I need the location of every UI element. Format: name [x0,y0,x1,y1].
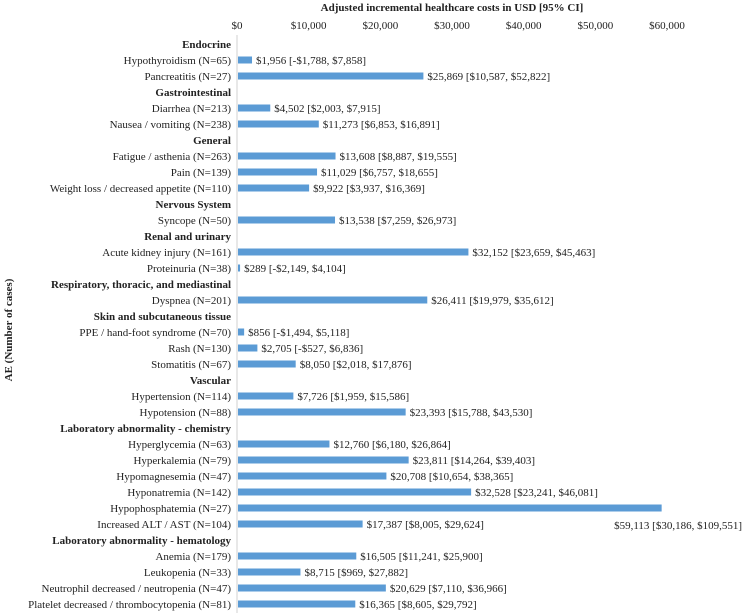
data-label: $32,152 [$23,659, $45,463] [472,247,595,259]
category-label: Weight loss / decreased appetite (N=110) [50,183,231,195]
data-label: $12,760 [$6,180, $26,864] [333,439,450,451]
data-label: $13,608 [$8,887, $19,555] [340,151,457,163]
bar [238,168,318,176]
x-tick-label: $60,000 [649,20,685,32]
data-label: $1,956 [-$1,788, $7,858] [256,55,366,67]
bar [238,264,241,272]
bar [238,568,301,576]
category-label: Proteinuria (N=38) [147,263,231,275]
category-label: Hypophosphatemia (N=27) [110,503,231,515]
x-tick-label: $50,000 [577,20,613,32]
category-label: Diarrhea (N=213) [152,103,232,115]
bar [238,328,245,336]
category-label: Stomatitis (N=67) [151,359,231,371]
category-label: Acute kidney injury (N=161) [102,247,231,259]
data-label: $16,505 [$11,241, $25,900] [360,551,482,563]
x-axis-title: Adjusted incremental healthcare costs in… [321,2,584,14]
data-label: $9,922 [$3,937, $16,369] [313,183,425,195]
group-label: Skin and subcutaneous tissue [94,311,231,323]
bar [238,184,310,192]
bar [238,584,386,592]
data-label: $20,629 [$7,110, $36,966] [390,583,507,595]
group-label: General [193,135,231,147]
bar [238,344,258,352]
category-label: Neutrophil decreased / neutropenia (N=47… [42,583,232,595]
category-label: Dyspnea (N=201) [152,295,232,307]
x-tick-label: $10,000 [291,20,327,32]
group-label: Vascular [190,375,231,387]
bar [238,456,409,464]
data-label: $59,113 [$30,186, $109,551] [614,520,742,532]
data-label: $16,365 [$8,605, $29,792] [359,599,476,611]
group-label: Laboratory abnormality - hematology [52,535,231,547]
data-label: $23,811 [$14,264, $39,403] [413,455,535,467]
category-label: Increased ALT / AST (N=104) [97,519,231,531]
x-tick-label: $20,000 [362,20,398,32]
data-label: $23,393 [$15,788, $43,530] [410,407,533,419]
bar [238,120,319,128]
bar [238,104,271,112]
category-label: Anemia (N=179) [155,551,231,563]
data-label: $17,387 [$8,005, $29,624] [367,519,484,531]
group-label: Endocrine [182,39,231,51]
data-label: $2,705 [-$527, $6,836] [261,343,363,355]
bar [238,552,357,560]
category-label: Rash (N=130) [168,343,231,355]
category-label: Pain (N=139) [171,167,232,179]
data-label: $11,029 [$6,757, $18,655] [321,167,438,179]
data-label: $7,726 [$1,959, $15,586] [297,391,409,403]
data-label: $32,528 [$23,241, $46,081] [475,487,598,499]
category-label: Hypomagnesemia (N=47) [116,471,231,483]
data-label: $20,708 [$10,654, $38,365] [390,471,513,483]
bar [238,152,336,160]
bar [238,440,330,448]
bar [238,488,472,496]
data-label: $8,715 [$969, $27,882] [304,567,408,579]
category-label: Syncope (N=50) [158,215,231,227]
data-label: $25,869 [$10,587, $52,822] [427,71,550,83]
group-label: Respiratory, thoracic, and mediastinal [51,279,231,291]
data-label: $4,502 [$2,003, $7,915] [274,103,380,115]
bar [238,248,469,256]
bar [238,472,387,480]
category-label: Hypothyroidism (N=65) [124,55,232,67]
group-label: Gastrointestinal [155,87,231,99]
category-label: Platelet decreased / thrombocytopenia (N… [28,599,231,611]
bar [238,360,296,368]
x-tick-label: $40,000 [506,20,542,32]
category-label: Pancreatitis (N=27) [144,71,231,83]
bar [238,392,294,400]
data-label: $856 [-$1,494, $5,118] [248,327,349,339]
category-label: PPE / hand-foot syndrome (N=70) [79,327,231,339]
data-label: $26,411 [$19,979, $35,612] [431,295,553,307]
category-label: Fatigue / asthenia (N=263) [113,151,232,163]
bar [238,216,336,224]
data-label: $13,538 [$7,259, $26,973] [339,215,456,227]
category-label: Hypotension (N=88) [140,407,232,419]
category-label: Nausea / vomiting (N=238) [110,119,232,131]
bar [238,600,356,608]
x-tick-label: $30,000 [434,20,470,32]
data-label: $8,050 [$2,018, $17,876] [300,359,412,371]
category-label: Hyponatremia (N=142) [127,487,231,499]
bar [238,56,253,64]
category-label: Hyperkalemia (N=79) [133,455,231,467]
data-label: $11,273 [$6,853, $16,891] [323,119,440,131]
bar [238,520,363,528]
category-label: Hyperglycemia (N=63) [128,439,231,451]
x-tick-label: $0 [232,20,244,32]
category-label: Leukopenia (N=33) [144,567,231,579]
group-label: Nervous System [156,199,231,211]
category-label: Hypertension (N=114) [131,391,231,403]
data-label: $289 [-$2,149, $4,104] [244,263,346,275]
group-label: Renal and urinary [144,231,231,243]
bar [238,72,424,80]
bar [238,504,662,512]
bar [238,408,406,416]
group-label: Laboratory abnormality - chemistry [60,423,231,435]
bar [238,296,428,304]
y-axis-title: AE (Number of cases) [3,278,15,381]
